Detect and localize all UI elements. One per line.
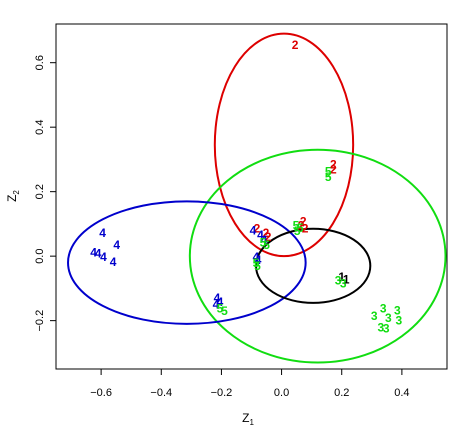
y-tick-label-3: 0.4	[34, 120, 46, 135]
x-tick-label-4: 0.2	[334, 387, 349, 399]
ellipse-3	[255, 227, 372, 304]
data-point-4: 5	[325, 170, 332, 184]
data-point-23: 4	[99, 226, 106, 240]
ellipses-layer	[67, 32, 447, 364]
x-axis: −0.6 −0.4 −0.2 0.0 0.2 0.4	[90, 368, 410, 399]
data-point-24: 4	[113, 238, 120, 252]
data-point-26: 4	[95, 247, 102, 261]
y-axis: −0.2 0.0 0.2 0.4 0.6	[34, 55, 57, 332]
data-point-38: 3	[380, 301, 387, 315]
x-axis-label: Z1	[242, 411, 254, 427]
data-point-6: 2	[298, 219, 305, 233]
data-point-31: 4	[213, 298, 220, 312]
ellipse-0	[213, 32, 355, 258]
data-point-3: 5	[325, 165, 332, 179]
data-point-15: 4	[257, 228, 264, 242]
data-point-10: 5	[297, 221, 304, 235]
data-point-7: 2	[302, 222, 309, 236]
data-point-27: 4	[100, 250, 107, 264]
data-point-9: 5	[294, 224, 301, 238]
data-point-32: 5	[217, 301, 224, 315]
data-point-19: 4	[253, 250, 260, 264]
data-point-34: 1	[338, 270, 345, 284]
ellipse-1	[188, 148, 447, 364]
data-point-35: 1	[343, 272, 350, 286]
y-tick-label-0: −0.2	[34, 310, 46, 332]
data-point-8: 5	[293, 219, 300, 233]
data-point-29: 4	[214, 291, 221, 305]
y-tick-label-1: 0.0	[34, 249, 46, 264]
ellipse-2	[67, 200, 307, 325]
data-point-30: 4	[217, 295, 224, 309]
x-tick-label-2: −0.2	[211, 387, 233, 399]
data-point-44: 3	[383, 322, 390, 336]
x-tick-label-5: 0.4	[394, 387, 409, 399]
y-tick-label-2: 0.2	[34, 184, 46, 199]
y-tick-label-4: 0.6	[34, 55, 46, 70]
x-tick-label-1: −0.4	[150, 387, 172, 399]
data-point-14: 4	[250, 223, 257, 237]
data-point-21: 5	[253, 256, 260, 270]
x-tick-label-0: −0.6	[90, 387, 112, 399]
data-point-16: 4	[261, 233, 268, 247]
data-point-41: 3	[385, 311, 392, 325]
data-point-33: 5	[221, 304, 228, 318]
data-point-12: 2	[263, 226, 270, 240]
data-point-5: 2	[300, 214, 307, 228]
data-point-42: 3	[396, 314, 403, 328]
data-point-25: 4	[90, 245, 97, 259]
data-point-43: 3	[377, 321, 384, 335]
data-point-40: 3	[371, 309, 378, 323]
data-point-17: 5	[260, 236, 267, 250]
y-axis-label: Z2	[5, 190, 21, 202]
data-point-37: 3	[340, 277, 347, 291]
data-point-0: 2	[292, 38, 299, 52]
data-point-39: 3	[394, 303, 401, 317]
data-point-2: 2	[330, 163, 337, 177]
data-point-11: 2	[254, 222, 261, 236]
data-point-20: 4	[255, 253, 262, 267]
data-point-36: 3	[335, 273, 342, 287]
data-point-13: 2	[265, 230, 272, 244]
data-point-1: 2	[330, 157, 337, 171]
data-point-28: 4	[110, 255, 117, 269]
data-point-22: 5	[254, 259, 261, 273]
x-tick-label-3: 0.0	[274, 387, 289, 399]
data-point-18: 5	[263, 238, 270, 252]
